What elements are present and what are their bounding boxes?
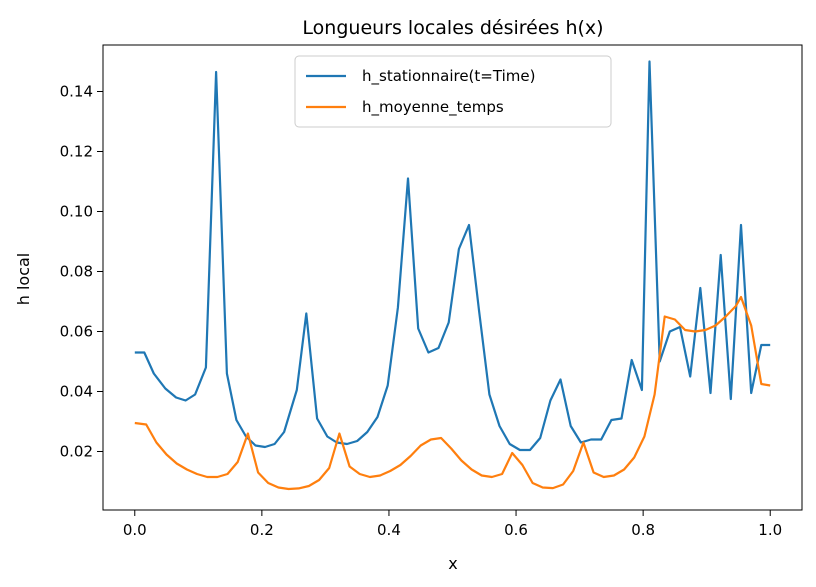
y-tick-label: 0.08 (60, 263, 93, 281)
y-axis: 0.02 0.04 0.06 0.08 0.10 0.12 0.14 (60, 83, 103, 461)
series-line-2 (134, 295, 771, 491)
y-tick-label: 0.10 (60, 203, 93, 221)
y-axis-label: h local (14, 253, 33, 306)
x-tick-label: 0.4 (377, 521, 401, 539)
y-tick-label: 0.14 (60, 83, 93, 101)
series-line-1 (134, 60, 771, 452)
y-tick-label: 0.04 (60, 383, 93, 401)
plot-frame (102, 44, 803, 511)
chart-title: Longueurs locales désirées h(x) (302, 17, 603, 39)
y-tick-label: 0.06 (60, 323, 93, 341)
x-tick-label: 0.8 (631, 521, 655, 539)
x-tick-label: 1.0 (758, 521, 782, 539)
x-tick-label: 0.2 (250, 521, 274, 539)
legend: h_stationnaire(t=Time) h_moyenne_temps (294, 55, 612, 128)
x-tick-label: 0.0 (123, 521, 147, 539)
x-tick-label: 0.6 (504, 521, 528, 539)
y-tick-label: 0.12 (60, 143, 93, 161)
x-axis-label: x (448, 554, 457, 573)
x-axis: 0.0 0.2 0.4 0.6 0.8 1.0 (123, 510, 782, 539)
legend-box (294, 55, 612, 128)
y-tick-label: 0.02 (60, 443, 93, 461)
plot-area (102, 44, 803, 511)
legend-entry-2: h_moyenne_temps (362, 98, 504, 117)
legend-entry-1: h_stationnaire(t=Time) (362, 67, 535, 86)
